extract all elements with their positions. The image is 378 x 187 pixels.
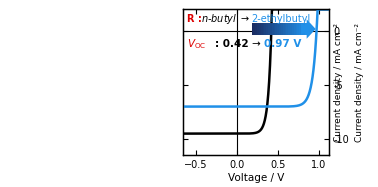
Text: →: →	[252, 39, 260, 49]
Text: : 0.42: : 0.42	[215, 39, 248, 49]
Bar	[292, 23, 294, 35]
Bar	[257, 23, 259, 35]
Bar	[261, 23, 263, 35]
Bar	[283, 23, 285, 35]
Bar	[297, 23, 300, 35]
Bar	[285, 23, 287, 35]
Bar	[263, 23, 265, 35]
Bar	[287, 23, 289, 35]
Bar	[303, 23, 305, 35]
Bar	[294, 23, 296, 35]
Bar	[279, 23, 281, 35]
Text: 2-ethylbutyl: 2-ethylbutyl	[252, 14, 311, 24]
Bar	[276, 23, 278, 35]
Bar	[290, 23, 292, 35]
Bar	[253, 23, 256, 35]
Text: 0.97 V: 0.97 V	[264, 39, 301, 49]
FancyArrow shape	[307, 19, 316, 39]
Bar	[299, 23, 302, 35]
Text: R :: R :	[187, 14, 206, 24]
Y-axis label: Current density / mA cm⁻²: Current density / mA cm⁻²	[335, 23, 344, 142]
Bar	[270, 23, 272, 35]
Text: $n$-butyl: $n$-butyl	[201, 12, 238, 26]
Text: →: →	[241, 14, 249, 24]
Bar	[277, 23, 279, 35]
Bar	[259, 23, 261, 35]
Bar	[266, 23, 268, 35]
X-axis label: Voltage / V: Voltage / V	[228, 173, 284, 183]
Bar	[281, 23, 283, 35]
Bar	[301, 23, 304, 35]
Bar	[272, 23, 274, 35]
Bar	[255, 23, 257, 35]
Bar	[274, 23, 276, 35]
Bar	[296, 23, 298, 35]
Bar	[265, 23, 266, 35]
Bar	[252, 23, 254, 35]
Text: $V_\mathrm{OC}$: $V_\mathrm{OC}$	[187, 37, 207, 51]
Y-axis label: Current density / mA cm⁻²: Current density / mA cm⁻²	[355, 23, 364, 142]
Bar	[268, 23, 270, 35]
Bar	[288, 23, 291, 35]
Bar	[305, 23, 307, 35]
